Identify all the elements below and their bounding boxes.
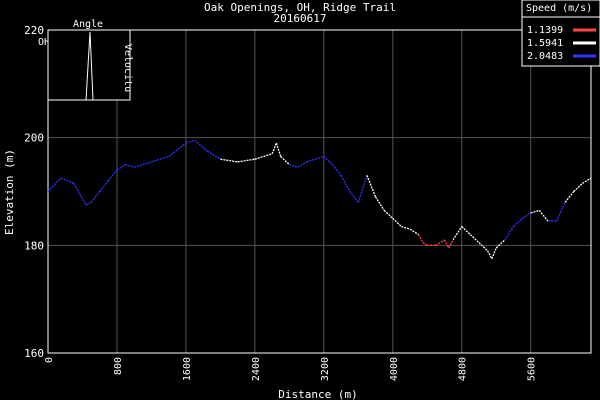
elevation-segment bbox=[323, 156, 333, 166]
elevation-segment bbox=[168, 142, 187, 158]
x-tick-label: 4000 bbox=[389, 357, 400, 381]
elevation-segment bbox=[366, 175, 377, 198]
elevation-segment bbox=[340, 175, 351, 192]
elevation-segment bbox=[73, 183, 87, 206]
elevation-segment bbox=[521, 212, 532, 219]
legend-label: 1.5941 bbox=[527, 38, 563, 49]
x-tick-label: 4800 bbox=[458, 357, 469, 381]
x-tick-label: 0 bbox=[44, 357, 55, 363]
x-tick-label: 5600 bbox=[527, 357, 538, 381]
legend-label: 1.1399 bbox=[527, 25, 563, 36]
elevation-segment bbox=[194, 139, 208, 152]
elevation-segment bbox=[271, 142, 278, 155]
elevation-segment bbox=[107, 169, 118, 182]
elevation-segment bbox=[418, 234, 424, 243]
elevation-segment bbox=[275, 142, 282, 157]
elevation-segment bbox=[443, 239, 450, 249]
elevation-segment bbox=[435, 239, 445, 246]
elevation-segment bbox=[486, 250, 493, 260]
elevation-segment bbox=[538, 209, 549, 222]
x-tick-label: 800 bbox=[113, 357, 124, 375]
inset-title: Angle bbox=[73, 19, 103, 30]
elevation-segment bbox=[504, 226, 514, 241]
elevation-segment bbox=[349, 191, 359, 203]
elevation-segment bbox=[125, 163, 135, 168]
elevation-segment bbox=[289, 163, 299, 168]
x-tick-label: 3200 bbox=[320, 357, 331, 381]
elevation-segment bbox=[401, 225, 411, 230]
elevation-segment bbox=[383, 209, 394, 219]
elevation-segment bbox=[573, 182, 583, 192]
elevation-segment bbox=[422, 242, 428, 246]
elevation-segment bbox=[306, 155, 325, 163]
chart-subtitle: 20160617 bbox=[274, 12, 327, 25]
elevation-segment bbox=[555, 201, 566, 222]
elevation-segment bbox=[99, 180, 109, 192]
elevation-segment bbox=[582, 177, 592, 184]
elevation-segment bbox=[495, 239, 506, 249]
elevation-segment bbox=[530, 209, 540, 214]
elevation-segment bbox=[254, 153, 273, 160]
y-tick-labels: 160 180 200 220 bbox=[24, 24, 44, 360]
elevation-segment bbox=[564, 191, 575, 203]
elevation-segment bbox=[151, 155, 169, 163]
inset-angle-line bbox=[85, 31, 94, 101]
elevation-segment bbox=[392, 217, 402, 227]
inset-corner-label: OH bbox=[38, 37, 50, 48]
elevation-segment bbox=[237, 158, 255, 163]
y-tick-label: 220 bbox=[24, 24, 44, 37]
elevation-segment bbox=[185, 139, 195, 144]
elevation-segment bbox=[357, 175, 368, 203]
elevation-segment bbox=[512, 217, 523, 227]
speed-legend: Speed (m/s) 1.1399 1.5941 2.0483 bbox=[521, 0, 600, 67]
y-tick-label: 180 bbox=[24, 239, 44, 252]
elevation-segment bbox=[374, 196, 385, 211]
y-axis-label: Elevation (m) bbox=[3, 149, 16, 235]
elevation-segment bbox=[448, 239, 454, 249]
elevation-segment bbox=[461, 226, 471, 236]
elevation-segment bbox=[280, 156, 290, 166]
elevation-series bbox=[47, 139, 592, 260]
elevation-segment bbox=[116, 164, 126, 171]
elevation-segment bbox=[331, 164, 342, 176]
inset-side-label: Velocitu bbox=[122, 44, 133, 92]
x-tick-labels: 0 800 1600 2400 3200 4000 4800 5600 bbox=[44, 357, 538, 381]
chart-title: Oak Openings, OH, Ridge Trail bbox=[204, 1, 396, 14]
y-tick-label: 160 bbox=[24, 347, 44, 360]
elevation-segment bbox=[220, 158, 238, 163]
elevation-segment bbox=[297, 161, 307, 168]
elevation-segment bbox=[409, 228, 419, 236]
legend-title: Speed (m/s) bbox=[526, 3, 592, 14]
x-tick-label: 1600 bbox=[182, 357, 193, 381]
elevation-segment bbox=[491, 247, 497, 260]
elevation-segment bbox=[452, 226, 463, 241]
legend-label: 2.0483 bbox=[527, 51, 563, 62]
x-axis-label: Distance (m) bbox=[278, 388, 357, 400]
elevation-segment bbox=[85, 201, 92, 206]
x-tick-label: 2400 bbox=[251, 357, 262, 381]
elevation-segment bbox=[90, 191, 101, 203]
elevation-segment bbox=[47, 177, 62, 192]
y-tick-label: 200 bbox=[24, 132, 44, 145]
elevation-segment bbox=[133, 161, 152, 168]
angle-inset: Angle OH Velocitu bbox=[38, 19, 133, 101]
elevation-segment bbox=[207, 150, 221, 160]
elevation-segment bbox=[478, 242, 489, 252]
elevation-segment bbox=[60, 177, 75, 185]
elevation-segment bbox=[469, 234, 480, 244]
